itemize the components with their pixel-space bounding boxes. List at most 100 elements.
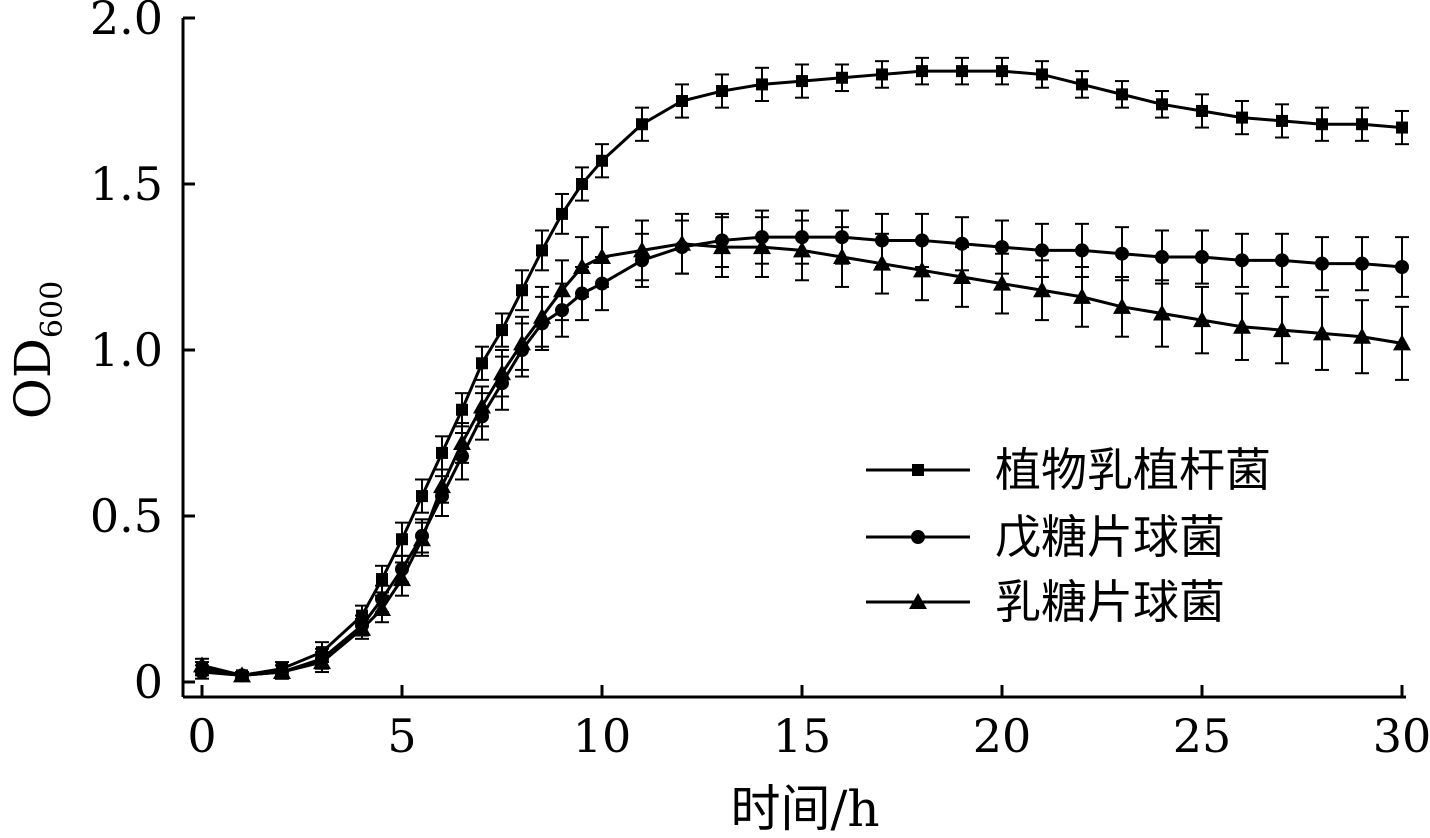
series-1 <box>195 56 1409 682</box>
data-point <box>1393 334 1411 351</box>
x-tick-label: 15 <box>773 709 832 763</box>
data-point <box>413 530 431 547</box>
data-point <box>453 433 471 450</box>
data-point <box>1353 327 1371 344</box>
legend-item: 戊糖片球菌 <box>866 510 1225 564</box>
x-tick-label: 10 <box>573 709 632 763</box>
legend-item: 植物乳植杆菌 <box>866 443 1271 497</box>
data-point <box>456 403 468 416</box>
legend-marker <box>911 530 925 544</box>
data-point <box>193 656 211 673</box>
data-point <box>833 248 851 265</box>
data-point <box>916 65 928 78</box>
data-point <box>593 248 611 265</box>
data-point <box>233 666 251 683</box>
data-point <box>533 307 551 324</box>
data-point <box>1195 250 1209 265</box>
data-point <box>1236 111 1248 124</box>
data-point <box>416 490 428 503</box>
data-point <box>353 619 371 636</box>
data-point <box>873 254 891 271</box>
data-point <box>1395 260 1409 274</box>
data-point <box>1155 250 1169 265</box>
series-layer <box>193 56 1411 683</box>
data-point <box>513 334 531 351</box>
data-point <box>433 477 451 494</box>
data-point <box>1396 121 1408 134</box>
data-point <box>1033 281 1051 298</box>
data-point <box>1235 253 1249 268</box>
y-tick-label: 0 <box>134 655 163 709</box>
data-point <box>913 261 931 278</box>
data-point <box>953 267 971 284</box>
data-point <box>995 240 1009 255</box>
y-axis-title-main: OD <box>4 338 62 419</box>
data-point <box>376 573 388 586</box>
data-point <box>313 653 331 670</box>
y-tick-label: 0.5 <box>90 489 163 543</box>
axes: 0 0.5 1.0 1.5 2.0 0 5 10 15 20 25 30 <box>90 0 1430 763</box>
data-point <box>993 274 1011 291</box>
data-point <box>573 258 591 274</box>
x-tick-label: 0 <box>187 709 216 763</box>
data-point <box>556 207 568 220</box>
data-point <box>436 446 448 459</box>
data-point <box>553 281 571 298</box>
data-point <box>596 154 608 167</box>
x-tick-label: 25 <box>1173 709 1232 763</box>
data-point <box>1075 243 1089 258</box>
legend-marker <box>909 593 927 609</box>
data-point <box>1273 321 1291 338</box>
data-point <box>956 65 968 78</box>
y-tick-label: 1.5 <box>90 157 163 211</box>
x-axis-title: 时间/h <box>730 780 879 838</box>
data-point <box>713 238 731 255</box>
data-point <box>273 663 291 680</box>
legend-label: 戊糖片球菌 <box>995 510 1225 564</box>
data-point <box>1315 256 1329 271</box>
data-point <box>1076 78 1088 91</box>
x-tick-label: 5 <box>387 709 416 763</box>
legend-label: 植物乳植杆菌 <box>995 443 1271 497</box>
data-point <box>1153 304 1171 321</box>
data-point <box>1035 243 1049 258</box>
data-point <box>676 95 688 107</box>
data-point <box>576 178 588 190</box>
data-point <box>1313 324 1331 341</box>
data-point <box>1316 118 1328 131</box>
data-point <box>876 68 888 81</box>
data-point <box>1276 114 1288 127</box>
data-point <box>996 65 1008 78</box>
data-point <box>536 244 548 257</box>
data-point <box>753 238 771 255</box>
data-point <box>1233 317 1251 334</box>
data-point <box>473 397 491 414</box>
data-point <box>633 241 651 258</box>
y-axis-title-sub: 600 <box>35 281 70 338</box>
data-point <box>1193 311 1211 328</box>
data-point <box>1036 68 1048 81</box>
data-point <box>636 118 648 131</box>
data-point <box>1113 297 1131 314</box>
data-point <box>496 324 508 337</box>
data-point <box>1073 287 1091 304</box>
y-tick-label: 1.0 <box>90 323 163 377</box>
data-point <box>1355 256 1369 271</box>
data-point <box>793 241 811 258</box>
data-point <box>1356 118 1368 131</box>
data-point <box>396 533 408 546</box>
y-tick-label: 2.0 <box>90 0 163 45</box>
data-point <box>1196 104 1208 117</box>
data-point <box>476 357 488 370</box>
data-point <box>1275 253 1289 268</box>
data-point <box>716 85 728 98</box>
data-point <box>1116 88 1128 101</box>
x-tick-label: 30 <box>1373 709 1430 763</box>
data-point <box>393 570 411 587</box>
legend-label: 乳糖片球菌 <box>995 575 1225 629</box>
series-3 <box>193 212 1411 683</box>
y-axis-title: OD600 <box>4 281 70 419</box>
data-point <box>673 234 691 251</box>
